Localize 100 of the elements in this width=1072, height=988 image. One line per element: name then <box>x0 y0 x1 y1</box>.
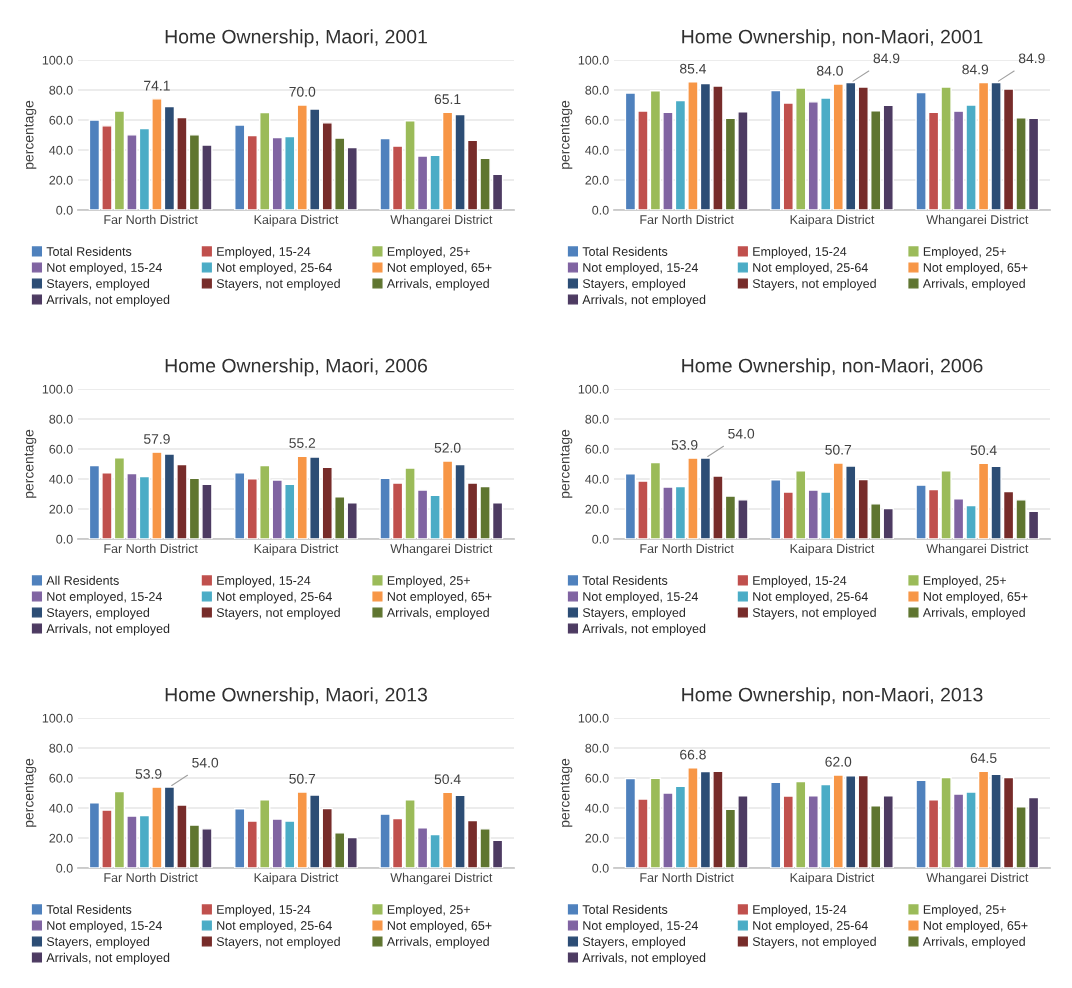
legend-label: Not employed, 15-24 <box>47 920 162 933</box>
chart-title: Home Ownership, non-Maori, 2001 <box>682 29 983 48</box>
legend-label: Not employed, 25-64 <box>217 591 332 604</box>
y-tick-label: 80.0 <box>49 414 73 424</box>
y-tick-label: 80.0 <box>585 414 609 424</box>
x-tick-label: Far North District <box>640 543 734 554</box>
legend-label: Employed, 15-24 <box>217 575 311 588</box>
y-tick-label: 60.0 <box>49 773 73 783</box>
y-tick-label: 0.0 <box>56 534 73 544</box>
data-label: 62.0 <box>825 756 852 767</box>
legend-label: Employed, 15-24 <box>217 904 311 917</box>
y-tick-label: 20.0 <box>585 504 609 514</box>
bar <box>882 507 894 539</box>
legend-label: Arrivals, employed <box>922 278 1025 291</box>
legend-label: Stayers, not employed <box>216 278 340 291</box>
x-tick-label: Kaipara District <box>790 214 875 227</box>
y-tick-label: 80.0 <box>585 743 609 753</box>
y-tick-label: 60.0 <box>585 115 609 125</box>
legend-label: Not employed, 65+ <box>387 591 492 604</box>
bar <box>346 502 358 539</box>
data-label: 64.5 <box>970 753 997 763</box>
legend-label: Stayers, employed <box>46 278 150 291</box>
chart-title: Home Ownership, Maori, 2001 <box>165 29 427 48</box>
y-tick-label: 80.0 <box>585 85 609 95</box>
chart-title: Home Ownership, Maori, 2013 <box>165 687 427 706</box>
y-tick-label: 60.0 <box>49 444 73 454</box>
legend-label: Not employed, 25-64 <box>753 262 868 275</box>
legend-label: Employed, 25+ <box>923 246 1006 259</box>
bar <box>770 89 782 210</box>
y-tick-label: 20.0 <box>49 833 73 843</box>
y-tick-label: 40.0 <box>585 803 609 813</box>
y-tick-label: 20.0 <box>585 175 609 185</box>
bar <box>234 808 246 868</box>
data-label: 55.2 <box>289 438 316 448</box>
y-tick-label: 20.0 <box>49 175 73 185</box>
data-label: 84.9 <box>873 53 900 64</box>
legend-label: Arrivals, not employed <box>582 952 706 965</box>
y-tick-label: 60.0 <box>585 773 609 783</box>
legend-label: Employed, 15-24 <box>753 246 847 259</box>
y-axis-title: percentage <box>24 100 37 169</box>
data-label: 53.9 <box>671 440 698 450</box>
chart-title: Home Ownership, non-Maori, 2006 <box>682 358 983 377</box>
x-tick-label: Kaipara District <box>254 543 339 556</box>
x-tick-label: Far North District <box>104 872 198 883</box>
x-tick-label: Whangarei District <box>390 543 493 556</box>
bar <box>882 795 894 868</box>
bar <box>346 836 358 868</box>
x-tick-label: Whangarei District <box>926 214 1029 227</box>
legend-label: Arrivals, employed <box>386 936 489 949</box>
legend-label: Arrivals, employed <box>386 607 489 620</box>
y-tick-label: 100.0 <box>578 55 609 65</box>
data-label: 57.9 <box>143 434 170 444</box>
legend-label: Employed, 25+ <box>923 575 1006 588</box>
data-label: 50.4 <box>434 774 461 785</box>
bar <box>234 124 246 210</box>
legend-label: Arrivals, not employed <box>582 294 706 307</box>
y-tick-label: 60.0 <box>49 115 73 125</box>
y-tick-label: 40.0 <box>49 474 73 484</box>
legend-label: Employed, 25+ <box>387 246 470 259</box>
legend-label: Not employed, 15-24 <box>583 920 698 933</box>
legend-label: Employed, 15-24 <box>753 904 847 917</box>
legend-label: Total Residents <box>582 246 668 256</box>
data-label: 50.7 <box>825 444 852 455</box>
x-tick-label: Far North District <box>640 872 734 883</box>
bar <box>770 479 782 539</box>
data-label: 70.0 <box>289 86 316 97</box>
legend-label: Not employed, 25-64 <box>217 920 332 933</box>
legend-label: Not employed, 25-64 <box>753 920 868 933</box>
data-label: 53.9 <box>135 769 162 779</box>
bar <box>346 146 358 210</box>
x-tick-label: Whangarei District <box>926 543 1029 556</box>
y-tick-label: 0.0 <box>592 534 609 544</box>
legend-label: Stayers, not employed <box>752 607 876 620</box>
legend-label: Not employed, 65+ <box>923 920 1028 933</box>
y-tick-label: 100.0 <box>578 384 609 394</box>
chart-title: Home Ownership, non-Maori, 2013 <box>682 687 983 706</box>
y-tick-label: 0.0 <box>592 205 609 215</box>
legend-label: Stayers, employed <box>46 607 150 620</box>
y-tick-label: 20.0 <box>585 833 609 843</box>
legend-label: Employed, 25+ <box>923 904 1006 917</box>
y-axis-title: percentage <box>24 429 37 498</box>
y-tick-label: 0.0 <box>592 863 609 873</box>
data-label: 74.1 <box>144 80 170 91</box>
y-tick-label: 80.0 <box>49 85 73 95</box>
x-tick-label: Far North District <box>104 543 198 554</box>
y-tick-label: 80.0 <box>49 743 73 753</box>
y-tick-label: 0.0 <box>56 863 73 873</box>
legend-label: Not employed, 65+ <box>387 920 492 933</box>
data-label: 65.1 <box>434 94 461 105</box>
legend-label: Not employed, 15-24 <box>583 262 698 275</box>
y-tick-label: 60.0 <box>585 444 609 454</box>
legend-label: Stayers, not employed <box>216 936 340 949</box>
legend-label: Total Residents <box>46 246 132 256</box>
legend-label: Stayers, employed <box>582 936 686 949</box>
y-tick-label: 20.0 <box>49 504 73 514</box>
y-tick-label: 40.0 <box>585 145 609 155</box>
y-tick-label: 40.0 <box>49 145 73 155</box>
legend-label: All Residents <box>46 575 119 585</box>
y-axis-title: percentage <box>560 429 573 498</box>
legend-label: Stayers, not employed <box>752 936 876 949</box>
